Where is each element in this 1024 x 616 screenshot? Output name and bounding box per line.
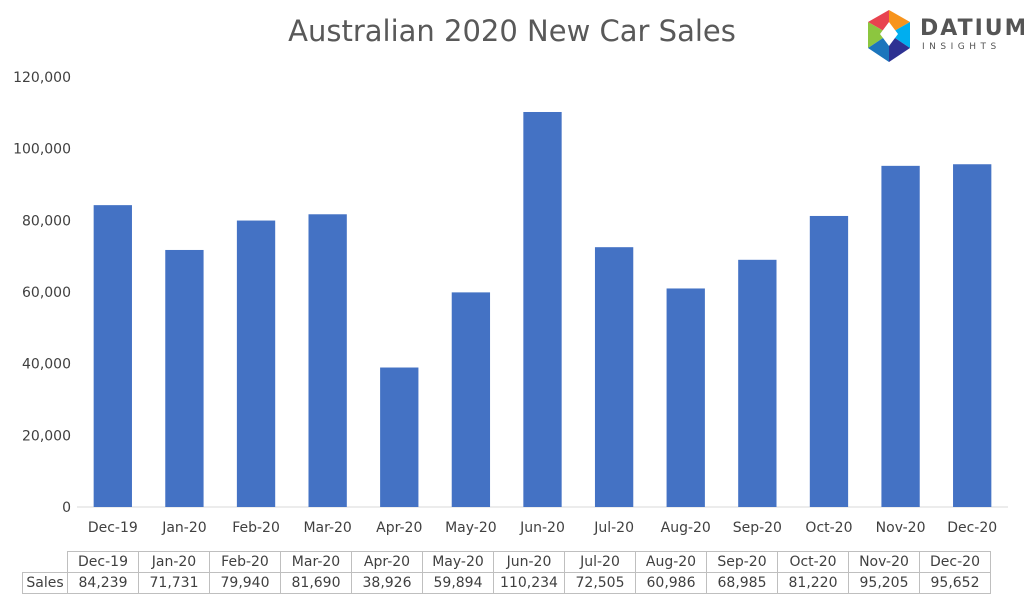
x-tick-label: Jul-20 [593, 520, 634, 536]
table-header-cell: Jun-20 [493, 551, 565, 573]
bar-aug-20 [666, 288, 705, 507]
chart-title: Australian 2020 New Car Sales [288, 14, 736, 48]
x-tick-label: Apr-20 [376, 520, 422, 536]
y-axis: 0 20,000 40,000 60,000 80,000 100,000 120,000 [13, 70, 71, 516]
table-header-cell: May-20 [422, 551, 494, 573]
table-row-label: Sales [22, 572, 68, 594]
x-tick-label: May-20 [445, 520, 497, 536]
data-table: Dec-19 Jan-20 Feb-20 Mar-20 Apr-20 May-20 Jun-… [22, 551, 991, 594]
table-header-cell: Dec-19 [67, 551, 139, 573]
table-header-cell: Feb-20 [209, 551, 281, 573]
table-value-cell: 79,940 [209, 572, 281, 594]
table-header-cell: Dec-20 [919, 551, 991, 573]
table-value-cell: 81,690 [280, 572, 352, 594]
table-header-cell: Nov-20 [848, 551, 920, 573]
table-header-cell: Oct-20 [777, 551, 849, 573]
x-axis: Dec-19 Jan-20 Feb-20 Mar-20 Apr-20 May-20 Jun-… [88, 520, 997, 536]
table-value-cell: 95,652 [919, 572, 991, 594]
y-tick-label: 120,000 [13, 70, 71, 86]
bar-sep-20 [738, 259, 777, 507]
y-tick-label: 0 [62, 500, 71, 516]
bars [93, 111, 992, 507]
y-tick-label: 20,000 [22, 428, 71, 444]
bar-feb-20 [236, 220, 276, 507]
table-value-cell: 71,731 [138, 572, 210, 594]
table-header-cell: Mar-20 [280, 551, 352, 573]
x-tick-label: Dec-20 [947, 520, 997, 536]
bar-apr-20 [380, 367, 419, 507]
bar-dec-20 [953, 164, 992, 507]
table-header-cell: Jan-20 [138, 551, 210, 573]
bar-oct-20 [809, 215, 849, 507]
table-value-cell: 60,986 [635, 572, 707, 594]
table-value-cell: 110,234 [493, 572, 565, 594]
table-header-row: Dec-19 Jan-20 Feb-20 Mar-20 Apr-20 May-20 Jun-… [22, 551, 991, 573]
bar-dec-19 [93, 205, 132, 507]
bar-jan-20 [165, 249, 204, 507]
table-value-cell: 95,205 [848, 572, 920, 594]
table-row: Sales 84,239 71,731 79,940 81,690 38,926 59,8… [22, 572, 991, 594]
bar-mar-20 [308, 214, 347, 507]
x-tick-label: Feb-20 [232, 520, 280, 536]
table-header-cell: Apr-20 [351, 551, 423, 573]
logo-subtitle: INSIGHTS [922, 42, 1001, 52]
table-value-cell: 84,239 [67, 572, 139, 594]
table-value-cell: 81,220 [777, 572, 849, 594]
logo-word: DATIUM [920, 16, 1024, 41]
y-tick-label: 80,000 [22, 213, 71, 229]
logo-mark-icon [868, 10, 910, 62]
x-tick-label: Jun-20 [519, 520, 565, 536]
table-corner [22, 551, 68, 573]
y-tick-label: 40,000 [22, 357, 71, 373]
x-tick-label: Dec-19 [88, 520, 138, 536]
table-header-cell: Sep-20 [706, 551, 778, 573]
y-tick-label: 60,000 [22, 285, 71, 301]
bar-chart: 020,00040,00060,00080,000100,000120,000 … [13, 70, 1008, 536]
table-value-cell: 68,985 [706, 572, 778, 594]
y-tick-label: 100,000 [13, 142, 71, 158]
table-value-cell: 38,926 [351, 572, 423, 594]
table-value-cell: 72,505 [564, 572, 636, 594]
x-tick-label: Nov-20 [876, 520, 926, 536]
bar-jun-20 [523, 111, 562, 507]
x-tick-label: Sep-20 [733, 520, 782, 536]
datium-insights-logo: DATIUM INSIGHTS [864, 8, 1024, 64]
x-tick-label: Mar-20 [303, 520, 351, 536]
table-header-cell: Aug-20 [635, 551, 707, 573]
bar-may-20 [451, 292, 491, 507]
bar-jul-20 [594, 247, 634, 507]
bar-nov-20 [881, 165, 920, 507]
x-tick-label: Jan-20 [161, 520, 206, 536]
x-tick-label: Oct-20 [805, 520, 852, 536]
table-header-cell: Jul-20 [564, 551, 636, 573]
x-tick-label: Aug-20 [661, 520, 711, 536]
table-value-cell: 59,894 [422, 572, 494, 594]
